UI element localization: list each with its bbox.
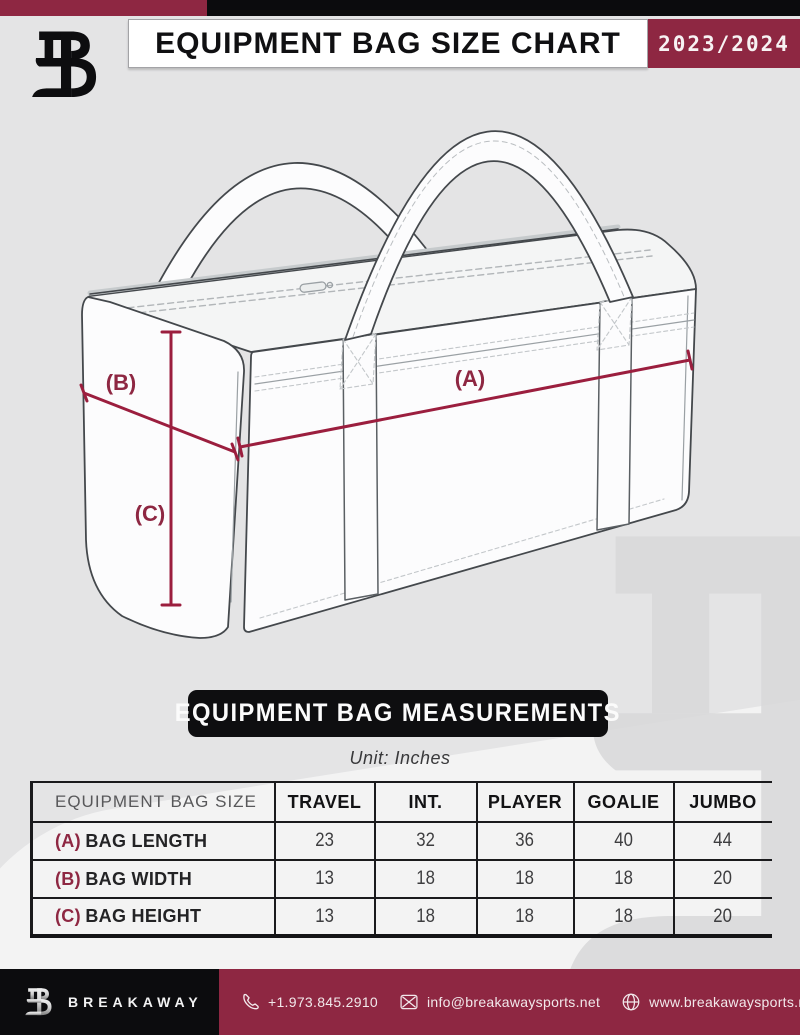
cell-height-goalie: 18 bbox=[614, 905, 633, 927]
season-badge: 2023/2024 bbox=[648, 19, 800, 68]
footer-contacts: +1.973.845.2910 info@breakawaysports.net… bbox=[240, 969, 800, 1035]
table-row-bag-length: (A) BAG LENGTH 23 32 36 40 44 bbox=[30, 821, 772, 860]
cell-height-travel: 13 bbox=[315, 905, 334, 927]
column-header-travel: TRAVEL bbox=[274, 781, 376, 822]
cell-length-goalie: 40 bbox=[614, 830, 633, 851]
size-table: EQUIPMENT BAG SIZE TRAVEL INT. PLAYER GO… bbox=[30, 781, 772, 938]
measurements-banner: EQUIPMENT BAG MEASUREMENTS bbox=[175, 690, 620, 737]
equipment-bag-diagram: (A) (B) (C) bbox=[79, 130, 697, 639]
cell-length-jumbo: 44 bbox=[713, 830, 733, 851]
footer-phone-text: +1.973.845.2910 bbox=[268, 994, 378, 1010]
dimension-line-b bbox=[82, 391, 237, 454]
top-bar-maroon bbox=[0, 0, 207, 16]
dimension-label-b: (B) bbox=[106, 370, 137, 395]
zipper-pull bbox=[299, 281, 334, 293]
size-table-header-row: EQUIPMENT BAG SIZE TRAVEL INT. PLAYER GO… bbox=[30, 781, 772, 822]
email-icon bbox=[400, 994, 418, 1010]
page-title: EQUIPMENT BAG SIZE CHART bbox=[155, 26, 621, 60]
cell-length-int: 32 bbox=[416, 830, 435, 851]
measurements-banner-text: EQUIPMENT BAG MEASUREMENTS bbox=[174, 699, 622, 727]
footer-email[interactable]: info@breakawaysports.net bbox=[399, 992, 600, 1012]
phone-icon bbox=[243, 993, 259, 1010]
globe-icon bbox=[622, 993, 640, 1011]
dimension-lines bbox=[79, 330, 694, 607]
unit-note: Unit: Inches bbox=[349, 748, 451, 768]
front-strap-right bbox=[596, 296, 633, 531]
cell-length-travel: 23 bbox=[315, 830, 334, 851]
dimension-line-a bbox=[238, 358, 692, 449]
cell-width-player: 18 bbox=[515, 868, 535, 889]
column-header-bag-size: EQUIPMENT BAG SIZE bbox=[30, 781, 276, 822]
cell-height-int: 18 bbox=[416, 905, 435, 927]
row-label-bag-length: (A) BAG LENGTH bbox=[30, 821, 276, 860]
front-strap-left bbox=[342, 333, 379, 601]
column-header-player: PLAYER bbox=[476, 781, 575, 822]
cell-height-player: 18 bbox=[515, 905, 535, 927]
cell-width-jumbo: 20 bbox=[713, 868, 733, 889]
footer-brand-name: BREAKAWAY bbox=[68, 994, 203, 1010]
row-label-bag-height: (C) BAG HEIGHT bbox=[30, 897, 276, 938]
row-prefix-c: (C) bbox=[55, 906, 81, 926]
cell-height-jumbo: 20 bbox=[713, 905, 733, 927]
table-row-bag-height: (C) BAG HEIGHT 13 18 18 18 20 bbox=[30, 897, 772, 938]
top-bar-black bbox=[207, 0, 800, 16]
row-prefix-a: (A) bbox=[55, 830, 81, 851]
bag-left-panel bbox=[81, 296, 245, 639]
column-header-jumbo: JUMBO bbox=[673, 781, 772, 822]
footer-brand-block: BREAKAWAY bbox=[0, 969, 219, 1035]
footer-phone[interactable]: +1.973.845.2910 bbox=[240, 992, 378, 1012]
season-label: 2023/2024 bbox=[658, 31, 790, 56]
column-header-goalie: GOALIE bbox=[573, 781, 675, 822]
cell-width-int: 18 bbox=[416, 868, 435, 889]
footer-email-text: info@breakawaysports.net bbox=[427, 994, 601, 1010]
footer: BREAKAWAY +1.973.845.2910 info@breakaway… bbox=[0, 969, 800, 1035]
cell-width-goalie: 18 bbox=[614, 868, 633, 889]
footer-b-logo bbox=[24, 985, 56, 1019]
footer-website[interactable]: www.breakawaysports.net bbox=[621, 992, 800, 1012]
breakaway-b-logo bbox=[27, 26, 109, 104]
row-label-bag-width: (B) BAG WIDTH bbox=[30, 859, 276, 898]
column-header-int: INT. bbox=[374, 781, 478, 822]
cell-length-player: 36 bbox=[515, 830, 535, 851]
table-row-bag-width: (B) BAG WIDTH 13 18 18 18 20 bbox=[30, 859, 772, 898]
dimension-label-c: (C) bbox=[135, 501, 166, 526]
cell-width-travel: 13 bbox=[315, 868, 334, 889]
dimension-label-a: (A) bbox=[455, 366, 486, 391]
footer-website-text: www.breakawaysports.net bbox=[649, 994, 800, 1010]
row-prefix-b: (B) bbox=[55, 868, 81, 889]
page-title-box: EQUIPMENT BAG SIZE CHART bbox=[128, 19, 648, 68]
